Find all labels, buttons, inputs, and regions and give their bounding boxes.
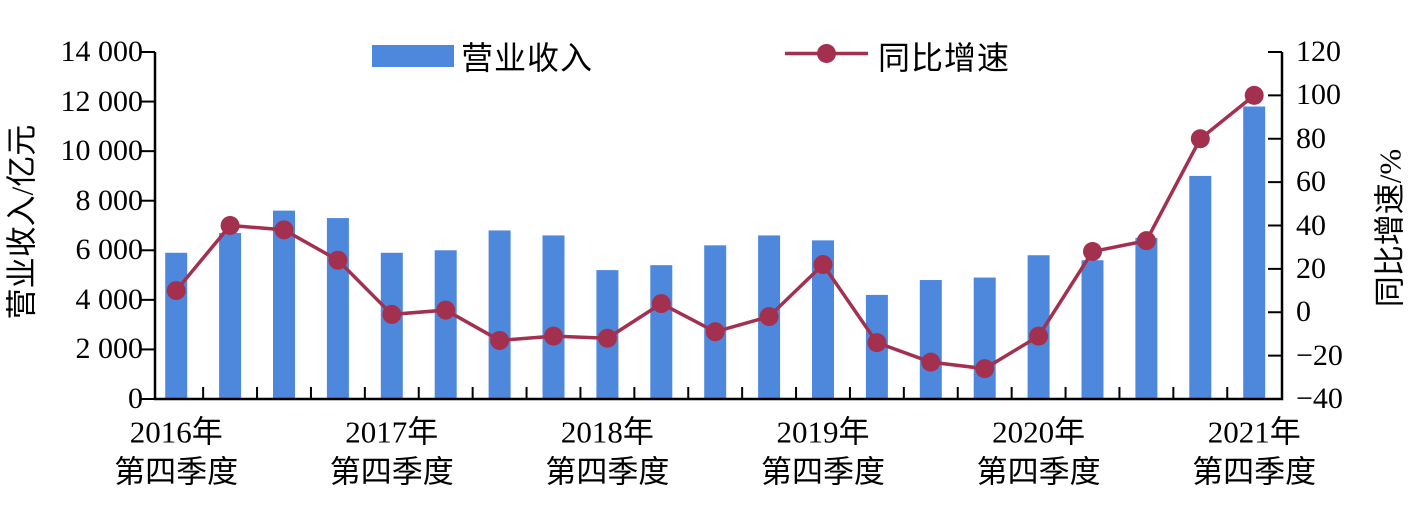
revenue-bar xyxy=(812,240,834,399)
right-axis-title: 同比增速/% xyxy=(1372,148,1408,308)
right-axis-tick-label: 60 xyxy=(1296,165,1326,199)
revenue-bar xyxy=(488,230,511,399)
left-axis-tick-label: 0 xyxy=(128,382,143,415)
growth-point-marker xyxy=(274,220,294,240)
x-axis-year-label: 2018年 xyxy=(560,414,654,450)
revenue-bar xyxy=(434,250,457,399)
revenue-bar xyxy=(1189,175,1212,399)
revenue-bar xyxy=(165,252,188,399)
x-axis-quarter-label: 第四季度 xyxy=(545,454,670,490)
legend-label-revenue: 营业收入 xyxy=(461,40,594,76)
growth-point-marker xyxy=(1029,326,1049,346)
x-axis-year-label: 2020年 xyxy=(992,414,1086,450)
growth-point-marker xyxy=(921,352,941,372)
revenue-bar xyxy=(1135,237,1158,399)
left-axis-tick-label: 2 000 xyxy=(75,332,144,366)
x-axis-year-label: 2021年 xyxy=(1207,414,1301,450)
growth-point-marker xyxy=(166,281,186,301)
x-axis-quarter-label: 第四季度 xyxy=(761,454,885,490)
right-axis-tick-label: 0 xyxy=(1296,295,1311,329)
right-axis-tick-label: −20 xyxy=(1296,338,1343,372)
x-axis-year-label: 2016年 xyxy=(129,414,223,450)
legend-line-marker xyxy=(817,44,836,63)
growth-point-marker xyxy=(490,330,510,350)
legend-label-growth: 同比增速 xyxy=(878,40,1011,76)
growth-point-marker xyxy=(382,304,402,324)
right-axis-tick-label: −40 xyxy=(1296,382,1343,415)
growth-point-marker xyxy=(436,300,456,320)
growth-point-marker xyxy=(1136,231,1156,251)
revenue-bar xyxy=(273,210,295,399)
left-axis-tick-label: 8 000 xyxy=(75,183,144,217)
growth-point-marker xyxy=(705,322,725,342)
left-axis-tick-label: 4 000 xyxy=(75,282,144,316)
x-axis-quarter-label: 第四季度 xyxy=(329,454,454,490)
growth-point-marker xyxy=(1244,85,1264,105)
right-axis-tick-label: 120 xyxy=(1296,35,1341,68)
revenue-bar xyxy=(650,265,673,399)
right-axis-tick-label: 20 xyxy=(1296,251,1326,285)
revenue-bar xyxy=(973,277,996,399)
revenue-bar xyxy=(919,280,942,399)
x-axis-quarter-label: 第四季度 xyxy=(1192,454,1317,490)
revenue-bar xyxy=(219,232,242,399)
left-axis-tick-label: 10 000 xyxy=(60,134,144,168)
left-axis-title: 营业收入/亿元 xyxy=(4,124,40,320)
x-axis-quarter-label: 第四季度 xyxy=(114,454,239,490)
growth-point-marker xyxy=(1190,129,1210,149)
growth-point-marker xyxy=(759,307,779,327)
growth-point-marker xyxy=(544,326,563,346)
revenue-bar xyxy=(1243,106,1266,400)
revenue-bar xyxy=(542,235,565,399)
x-axis-year-label: 2019年 xyxy=(776,414,870,450)
right-axis-tick-label: 100 xyxy=(1296,78,1341,112)
growth-point-marker xyxy=(328,250,348,270)
growth-point-marker xyxy=(1083,242,1102,262)
left-axis-tick-label: 6 000 xyxy=(75,233,144,267)
growth-point-marker xyxy=(813,255,833,275)
growth-point-marker xyxy=(975,359,995,379)
growth-point-marker xyxy=(867,333,887,353)
revenue-bar xyxy=(1081,260,1104,399)
right-axis-tick-label: 40 xyxy=(1296,208,1326,242)
left-axis-tick-label: 14 000 xyxy=(60,35,144,68)
revenue-bar xyxy=(704,245,727,399)
growth-point-marker xyxy=(597,328,617,348)
legend-bar-swatch xyxy=(372,45,454,67)
revenue-bar xyxy=(326,218,349,399)
left-axis-tick-label: 12 000 xyxy=(60,84,144,118)
right-axis-tick-label: 80 xyxy=(1296,121,1326,155)
growth-point-marker xyxy=(651,294,671,314)
growth-point-marker xyxy=(220,216,240,235)
revenue-bar xyxy=(380,252,403,399)
x-axis-quarter-label: 第四季度 xyxy=(976,454,1101,490)
x-axis-year-label: 2017年 xyxy=(345,414,439,450)
